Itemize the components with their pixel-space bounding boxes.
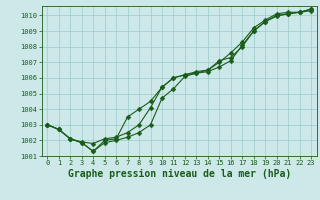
X-axis label: Graphe pression niveau de la mer (hPa): Graphe pression niveau de la mer (hPa): [68, 169, 291, 179]
